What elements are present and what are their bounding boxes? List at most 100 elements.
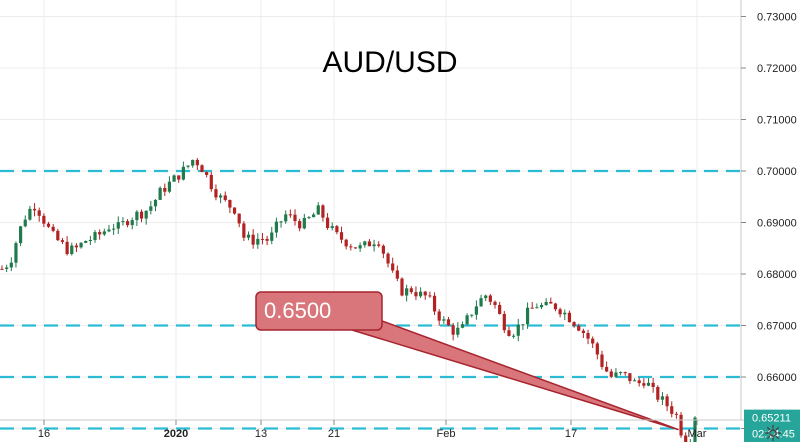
candle-down	[451, 325, 455, 335]
settings-gear-icon[interactable]	[764, 424, 782, 442]
candle-up	[470, 314, 474, 316]
candle-down	[237, 213, 241, 224]
price-tick-label: 0.73000	[757, 12, 797, 24]
candle-up	[246, 234, 251, 238]
candle-up	[307, 217, 311, 219]
candle-down	[325, 217, 330, 228]
candle-up	[312, 214, 316, 218]
candle-down	[339, 232, 344, 240]
candle-down	[51, 226, 55, 231]
candle-up	[274, 221, 279, 233]
candle-down	[572, 322, 576, 326]
candle-down	[344, 239, 348, 247]
candle-up	[539, 305, 544, 308]
time-tick-label: 2020	[164, 428, 188, 440]
candle-up	[372, 244, 376, 247]
candle-up	[693, 417, 697, 442]
candle-up	[363, 241, 367, 246]
candle-down	[74, 245, 79, 248]
candle-down	[414, 292, 418, 297]
candle-down	[586, 332, 590, 339]
price-tick-label: 0.69000	[757, 218, 797, 230]
candle-down	[507, 330, 511, 336]
candle-down	[488, 295, 492, 302]
countdown-label: 02:14:45	[752, 429, 795, 441]
candle-up	[5, 267, 9, 269]
time-axis[interactable]: 16 2020 13 21 Feb 17 Mar	[38, 420, 707, 440]
price-tick-label: 0.70000	[757, 166, 797, 178]
candle-down	[595, 343, 599, 355]
candle-up	[479, 298, 483, 307]
candle-down	[665, 396, 669, 407]
candle-down	[395, 270, 399, 279]
candle-up	[23, 219, 27, 227]
candles	[0, 158, 697, 442]
candle-down	[432, 295, 437, 312]
candle-down	[530, 307, 534, 309]
candle-up	[442, 319, 446, 321]
candle-down	[298, 221, 302, 229]
candle-down	[446, 319, 451, 326]
candle-down	[139, 211, 144, 219]
candle-down	[242, 223, 246, 238]
candle-down	[409, 288, 413, 293]
candle-down	[428, 295, 432, 297]
candle-down	[98, 232, 102, 235]
candle-down	[642, 383, 646, 386]
candle-up	[130, 220, 134, 226]
candle-up	[512, 335, 516, 337]
candle-down	[605, 366, 609, 372]
time-tick-label: 17	[565, 428, 577, 440]
candle-down	[381, 245, 385, 254]
candle-up	[88, 240, 92, 242]
candle-down	[65, 241, 69, 255]
candle-down	[251, 234, 255, 245]
candle-up	[544, 301, 548, 306]
candle-down	[549, 301, 553, 304]
candle-down	[600, 354, 604, 367]
price-axis-bg	[741, 0, 800, 420]
candle-up	[256, 238, 260, 245]
candle-up	[28, 208, 32, 220]
callout: 0.6500	[255, 291, 679, 431]
candle-down	[163, 187, 167, 192]
candle-down	[56, 230, 60, 241]
candle-up	[535, 307, 539, 309]
candle-down	[679, 414, 683, 436]
candle-down	[558, 309, 562, 315]
candle-up	[191, 159, 195, 166]
candle-down	[205, 172, 209, 175]
candle-up	[302, 217, 306, 229]
candle-down	[498, 304, 502, 314]
candle-down	[353, 247, 358, 249]
candle-up	[93, 232, 97, 241]
chart-title: AUD/USD	[322, 46, 457, 79]
candle-down	[567, 312, 572, 323]
candle-down	[623, 372, 627, 374]
candle-up	[149, 206, 153, 211]
candle-down	[651, 382, 655, 387]
candle-down	[670, 406, 674, 414]
candle-up	[525, 307, 530, 325]
candle-up	[158, 187, 162, 200]
candle-down	[609, 371, 613, 377]
time-tick-label: Mar	[688, 428, 707, 440]
candle-up	[330, 226, 334, 228]
callout-pointer	[351, 317, 679, 431]
last-price-box	[744, 409, 800, 442]
candle-up	[116, 222, 120, 229]
callout-box[interactable]	[255, 291, 383, 331]
candle-down	[265, 238, 269, 241]
candle-down	[209, 174, 213, 190]
candle-down	[42, 215, 46, 224]
candle-down	[684, 435, 688, 442]
candle-up	[144, 210, 148, 219]
candle-down	[214, 189, 218, 198]
candle-down	[46, 223, 51, 227]
candle-up	[521, 324, 525, 326]
time-tick-label: 21	[328, 428, 340, 440]
candle-up	[632, 380, 637, 382]
candle-down	[367, 241, 372, 247]
